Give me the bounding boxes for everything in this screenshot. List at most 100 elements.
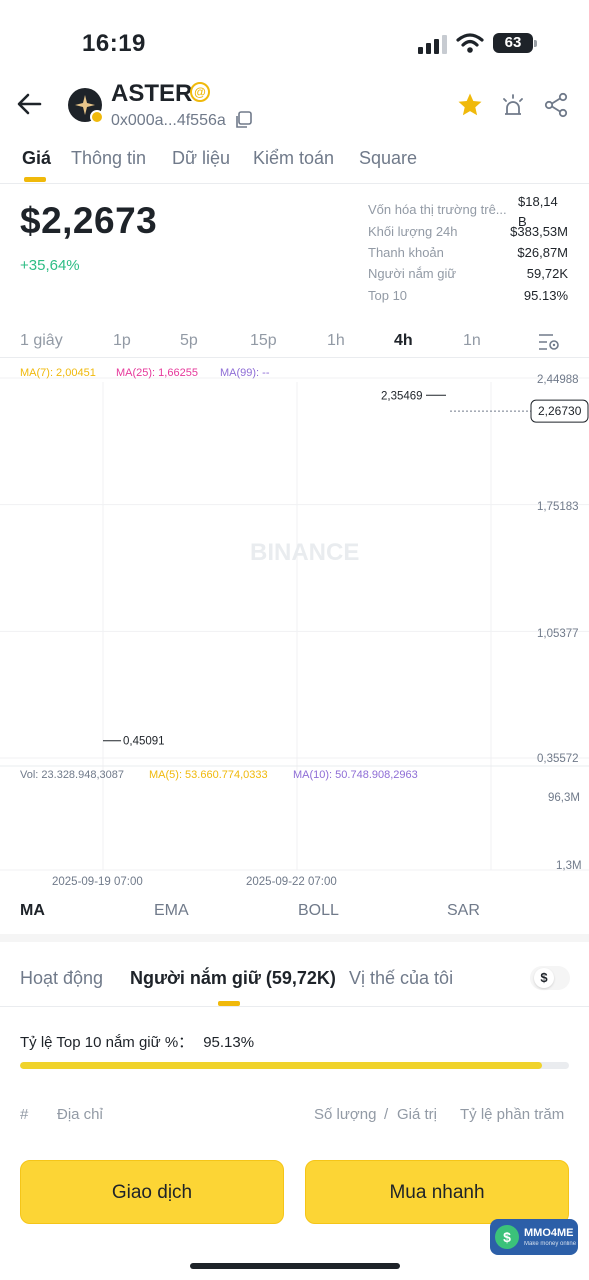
price-change: +35,64% xyxy=(20,257,80,274)
high-label: 2,35469 xyxy=(381,390,423,402)
cellular-signal-icon xyxy=(418,35,447,54)
stat-top10: Top 10 95.13% xyxy=(368,288,568,308)
interval-4h[interactable]: 4h xyxy=(394,332,413,349)
stat-value: $18,14 B xyxy=(518,194,558,229)
stat-holders: Người nắm giữ 59,72K xyxy=(368,266,568,286)
indicator-sar[interactable]: SAR xyxy=(447,902,480,919)
main-tabs: Giá Thông tin Dữ liệu Kiểm toán Square xyxy=(0,140,589,184)
candlestick-chart[interactable]: BINANCE MA(7): 2,00451 MA(25): 1,66255 M… xyxy=(0,362,589,890)
interval-bar: 1 giây 1p 5p 15p 1h 4h 1n xyxy=(0,328,589,358)
chart-watermark: BINANCE xyxy=(250,539,359,566)
stat-label: Top 10 xyxy=(368,288,408,303)
stat-label: Người nắm giữ xyxy=(368,266,457,281)
watermark-name: MMO4ME xyxy=(524,1227,574,1239)
current-price: $2,2673 xyxy=(20,200,158,241)
stat-volume-24h: Khối lượng 24h $383,53M xyxy=(368,224,568,244)
stat-liquidity: Thanh khoản $26,87M xyxy=(368,245,568,265)
tab-info[interactable]: Thông tin xyxy=(71,148,147,168)
tab-my-position[interactable]: Vị thế của tôi xyxy=(349,968,454,988)
top10-value: 95.13% xyxy=(203,1034,255,1051)
col-percent[interactable]: Tỷ lệ phần trăm xyxy=(460,1106,565,1123)
stat-value: $383,53M xyxy=(510,224,568,239)
tab-holders[interactable]: Người nắm giữ (59,72K) xyxy=(130,968,336,988)
volume-y-tick: 96,3M xyxy=(548,792,580,804)
favorite-star-icon[interactable] xyxy=(457,92,483,118)
interval-1m[interactable]: 1p xyxy=(113,332,131,349)
volume-ma10-label: MA(10): 50.748.908,2963 xyxy=(293,769,418,781)
top10-progress-bar xyxy=(20,1062,569,1069)
col-rank: # xyxy=(20,1106,29,1123)
top10-progress-fill xyxy=(20,1062,543,1069)
divider xyxy=(0,1006,589,1007)
indicator-boll[interactable]: BOLL xyxy=(298,902,339,919)
stat-value: 59,72K xyxy=(526,266,568,281)
ma25-label: MA(25): 1,66255 xyxy=(116,367,198,379)
stat-label: Thanh khoản xyxy=(368,245,444,260)
tab-audit[interactable]: Kiểm toán xyxy=(253,148,335,168)
stat-market-cap: Vốn hóa thị trường trê... xyxy=(368,202,568,222)
status-time: 16:19 xyxy=(82,30,146,57)
chain-badge-icon xyxy=(90,110,104,124)
top10-holding-ratio: Tỷ lệ Top 10 nắm giữ %： 95.13% xyxy=(20,1031,254,1052)
aster-star-icon xyxy=(75,95,95,115)
watermark-subtitle: Make money online xyxy=(524,1241,577,1247)
low-label: 0,45091 xyxy=(123,736,165,748)
copy-icon[interactable] xyxy=(234,111,252,129)
chart-settings-icon[interactable] xyxy=(538,332,560,352)
home-indicator xyxy=(190,1263,400,1269)
token-name: ASTER xyxy=(111,80,193,107)
price-alert-icon[interactable] xyxy=(500,92,526,118)
stat-market-cap-value: $18,14 B xyxy=(368,192,568,229)
indicator-ma[interactable]: MA xyxy=(20,902,45,919)
quick-buy-button[interactable]: Mua nhanh xyxy=(305,1160,569,1224)
y-tick: 2,44988 xyxy=(537,374,579,386)
stat-label: Vốn hóa thị trường trê... xyxy=(368,202,507,217)
volume-ma5-label: MA(5): 53.660.774,0333 xyxy=(149,769,268,781)
interval-1h[interactable]: 1h xyxy=(327,332,345,349)
active-tab-indicator xyxy=(24,177,46,182)
back-arrow-icon[interactable] xyxy=(16,92,42,116)
tab-activity[interactable]: Hoạt động xyxy=(20,968,104,988)
dollar-icon: $ xyxy=(534,968,554,988)
x-tick: 2025-09-22 07:00 xyxy=(246,876,337,888)
y-tick: 1,05377 xyxy=(537,628,579,640)
interval-1d[interactable]: 1n xyxy=(463,332,481,349)
chart-labels: MA(7): 2,00451 MA(25): 1,66255 MA(99): -… xyxy=(20,367,589,888)
col-address: Địa chỉ xyxy=(57,1106,103,1123)
stat-label: Khối lượng 24h xyxy=(368,224,458,239)
col-separator: / xyxy=(384,1106,389,1123)
tab-price[interactable]: Giá xyxy=(22,148,52,168)
col-value[interactable]: Giá trị xyxy=(397,1106,438,1123)
chart-grid xyxy=(0,377,589,871)
indicator-ema[interactable]: EMA xyxy=(154,902,189,919)
stat-value: 95.13% xyxy=(523,288,568,303)
token-logo xyxy=(68,88,104,124)
dollar-coin-icon: $ xyxy=(495,1225,519,1249)
interval-5m[interactable]: 5p xyxy=(180,332,198,349)
volume-label: Vol: 23.328.948,3087 xyxy=(20,769,124,781)
ma7-label: MA(7): 2,00451 xyxy=(20,367,96,379)
stat-value: $26,87M xyxy=(517,245,568,260)
battery-icon: 63 xyxy=(493,33,537,53)
contract-address: 0x000a...4f556a xyxy=(111,112,226,129)
y-tick: 0,35572 xyxy=(537,753,579,765)
top10-label: Tỷ lệ Top 10 nắm giữ %： xyxy=(20,1034,194,1051)
interval-15m[interactable]: 15p xyxy=(250,332,277,349)
share-icon[interactable] xyxy=(543,92,569,118)
interval-1s[interactable]: 1 giây xyxy=(20,332,63,349)
ma99-label: MA(99): -- xyxy=(220,367,270,379)
tab-data[interactable]: Dữ liệu xyxy=(172,148,231,168)
col-amount[interactable]: Số lượng xyxy=(314,1106,377,1123)
active-holder-tab-indicator xyxy=(218,1001,240,1006)
trade-button[interactable]: Giao dịch xyxy=(20,1160,284,1224)
status-bar: 16:19 63 xyxy=(0,0,589,70)
current-price-label: 2,26730 xyxy=(538,404,582,418)
x-tick: 2025-09-19 07:00 xyxy=(52,876,143,888)
brand-watermark: $ MMO4ME Make money online xyxy=(490,1219,578,1255)
y-tick: 1,75183 xyxy=(537,501,579,513)
volume-y-tick: 1,3M xyxy=(556,860,582,872)
at-badge-icon[interactable]: @ xyxy=(190,82,210,102)
current-price-tag xyxy=(530,399,589,423)
tab-square[interactable]: Square xyxy=(359,148,418,168)
currency-toggle[interactable]: $ xyxy=(530,966,570,990)
